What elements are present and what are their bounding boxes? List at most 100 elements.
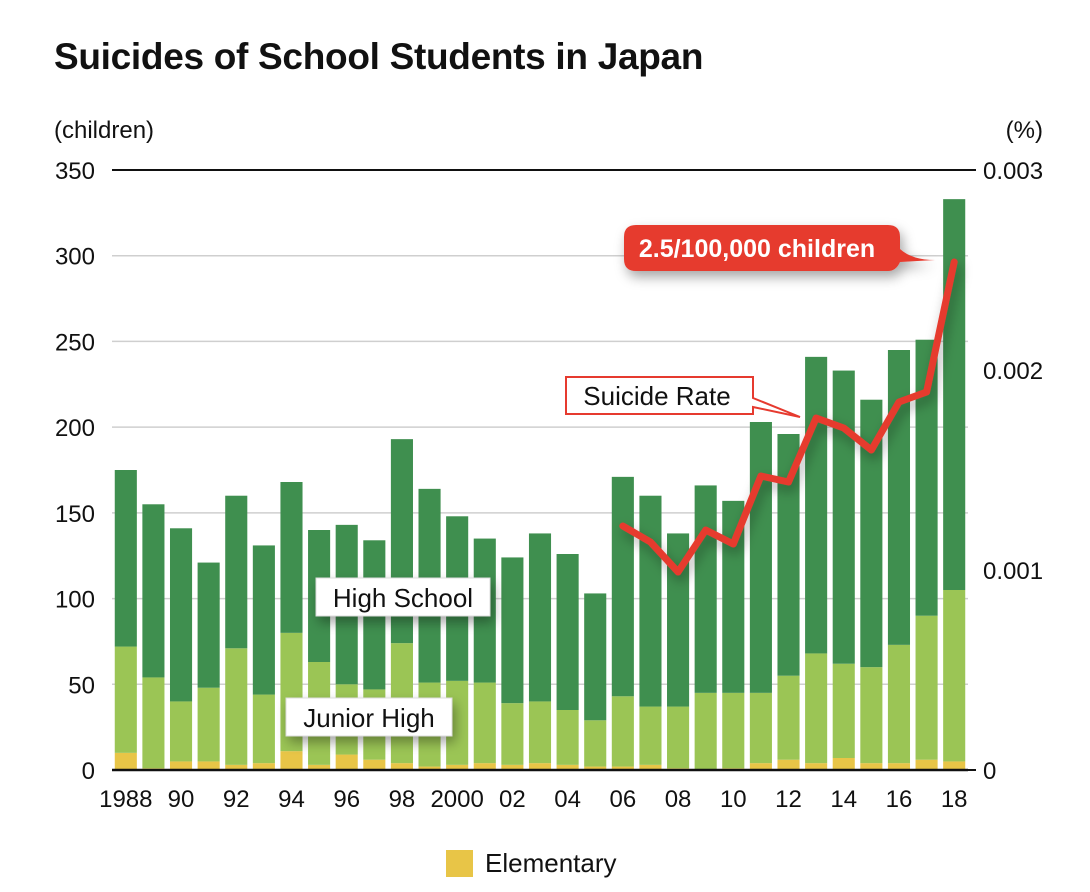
bar-elementary (418, 766, 441, 770)
bar-high-school (611, 476, 634, 697)
bar-high-school (915, 339, 938, 616)
bar-junior-high (860, 667, 883, 764)
bar-junior-high (722, 692, 745, 769)
bar-elementary (114, 752, 137, 770)
bar-junior-high (805, 653, 828, 764)
x-tick-label: 14 (830, 786, 857, 813)
bar-junior-high (225, 648, 248, 765)
y2-tick-label: 0 (983, 758, 996, 785)
bar-junior-high (694, 692, 717, 770)
bar-junior-high (473, 682, 496, 764)
rate-callout-bubble (624, 225, 935, 271)
bar-elementary (363, 759, 386, 770)
bar-elementary (556, 764, 579, 770)
bar-junior-high (142, 677, 165, 769)
y2-tick-label: 0.002 (983, 358, 1043, 385)
x-tick-label: 94 (278, 786, 305, 813)
bar-junior-high (252, 694, 275, 764)
x-tick-label: 96 (333, 786, 360, 813)
high-school-label: High School (315, 577, 491, 617)
bar-elementary (197, 761, 220, 770)
x-tick-label: 1988 (99, 786, 152, 813)
rate-callout-text: 2.5/100,000 children (639, 235, 875, 263)
rate-callout: 2.5/100,000 children (624, 225, 935, 271)
bar-high-school (584, 593, 607, 721)
y2-tick-label: 0.001 (983, 558, 1043, 585)
bar-high-school (169, 528, 193, 702)
bar-junior-high (639, 706, 662, 765)
x-tick-label: 16 (886, 786, 913, 813)
bar-elementary (584, 766, 607, 770)
y-tick-label: 0 (82, 758, 95, 785)
suicide-rate-label-box (565, 376, 801, 418)
x-tick-label: 98 (389, 786, 416, 813)
bar-high-school (225, 495, 248, 649)
x-tick-label: 2000 (430, 786, 483, 813)
legend-swatch-elementary (446, 850, 473, 877)
bar-elementary (860, 763, 883, 770)
chart-title: Suicides of School Students in Japan (54, 36, 704, 77)
x-tick-label: 04 (554, 786, 581, 813)
bar-junior-high (832, 663, 855, 758)
y-tick-label: 100 (55, 587, 95, 614)
bar-high-school (501, 557, 524, 704)
x-tick-label: 92 (223, 786, 250, 813)
x-tick-label: 08 (665, 786, 692, 813)
bar-elementary (390, 763, 413, 770)
bar-high-school (722, 500, 745, 693)
bar-junior-high (114, 646, 137, 753)
junior-high-label: Junior High (285, 697, 453, 737)
bar-high-school (805, 356, 828, 654)
bar-elementary (749, 763, 772, 770)
bar-junior-high (667, 706, 690, 769)
bar-high-school (887, 350, 911, 645)
junior-high-label-box (285, 697, 453, 737)
bar-junior-high (915, 615, 938, 760)
bar-elementary (915, 759, 938, 770)
bar-elementary (805, 763, 828, 770)
bar-junior-high (749, 692, 772, 764)
bar-junior-high (556, 710, 579, 765)
bar-junior-high (943, 590, 966, 762)
bar-high-school (639, 495, 662, 707)
bar-junior-high (611, 696, 634, 767)
bar-elementary (639, 764, 662, 770)
bar-elementary (335, 754, 358, 770)
bar-high-school (832, 370, 855, 664)
bar-high-school (749, 422, 772, 693)
x-tick-label: 12 (775, 786, 802, 813)
y-axis-label: (children) (54, 117, 154, 144)
bar-elementary (832, 758, 855, 770)
bar-elementary (280, 751, 303, 770)
bar-high-school (142, 504, 165, 678)
bar-elementary (777, 759, 800, 770)
bar-high-school (694, 485, 717, 693)
legend: Elementary (446, 848, 617, 879)
x-tick-label: 90 (168, 786, 195, 813)
bar-junior-high (197, 687, 220, 762)
bar-junior-high (501, 703, 524, 765)
y-tick-label: 250 (55, 329, 95, 356)
y-tick-label: 150 (55, 501, 95, 528)
bar-high-school (114, 470, 137, 647)
bar-elementary (446, 764, 469, 770)
bar-elementary (252, 763, 275, 770)
bar-elementary (887, 763, 911, 770)
bar-junior-high (777, 675, 800, 760)
bar-high-school (943, 199, 966, 590)
high-school-label-box (315, 577, 491, 617)
bar-high-school (197, 562, 220, 688)
bar-high-school (252, 545, 275, 695)
junior-high-label-text: Junior High (303, 703, 435, 733)
bar-elementary (308, 764, 331, 770)
y2-axis-label: (%) (1006, 117, 1043, 144)
suicide-rate-label: Suicide Rate (565, 376, 801, 418)
bar-elementary (943, 761, 966, 770)
bar-elementary (611, 766, 634, 770)
x-tick-label: 10 (720, 786, 747, 813)
bar-junior-high (887, 644, 911, 764)
bar-high-school (528, 533, 552, 702)
bar-elementary (473, 763, 496, 770)
y-tick-label: 50 (68, 672, 95, 699)
